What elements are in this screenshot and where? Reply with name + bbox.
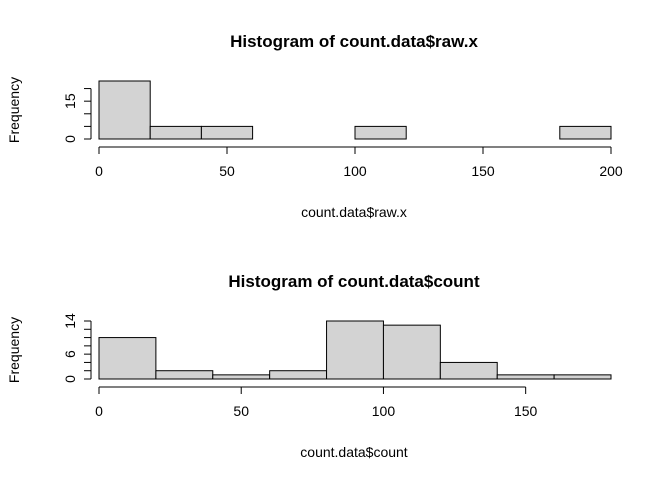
bar-0-20: [98, 80, 151, 140]
x-tick-label: 100: [372, 403, 396, 419]
count-histogram: Histogram of count.data$count count.data…: [6, 272, 612, 460]
x-tick-label: 150: [514, 403, 538, 419]
y-tick-label: 6: [62, 350, 78, 358]
x-axis-label: count.data$count: [300, 444, 408, 460]
bars: [98, 320, 612, 380]
y-tick-label: 0: [62, 375, 78, 383]
x-tick-label: 0: [95, 403, 103, 419]
bar-60-80: [269, 370, 328, 380]
chart-title: Histogram of count.data$raw.x: [230, 32, 478, 51]
x-tick-label: 0: [95, 163, 103, 179]
bar-0-20: [98, 337, 157, 380]
x-tick-label: 200: [599, 163, 623, 179]
bar-100-120: [354, 125, 407, 140]
x-axis: 0 50 100 150 200: [95, 146, 623, 179]
y-tick-label: 0: [62, 135, 78, 143]
y-tick-label: 15: [62, 93, 78, 109]
bar-100-120: [382, 324, 441, 380]
x-axis-label: count.data$raw.x: [301, 204, 407, 220]
chart-title: Histogram of count.data$count: [228, 272, 480, 291]
y-axis-label: Frequency: [6, 77, 22, 143]
y-tick-label: 14: [62, 313, 78, 329]
bar-160-180: [553, 374, 612, 380]
raw-x-histogram: Histogram of count.data$raw.x count.data…: [6, 32, 623, 220]
bar-40-60: [212, 374, 271, 380]
bars: [98, 80, 612, 140]
x-tick-label: 100: [343, 163, 367, 179]
bar-80-100: [326, 320, 384, 380]
bar-20-40: [149, 125, 202, 140]
x-tick-label: 150: [471, 163, 495, 179]
y-axis: 0 15: [62, 88, 92, 143]
bar-180-200: [559, 125, 612, 140]
x-axis: 0 50 100 150: [95, 386, 538, 419]
y-axis-label: Frequency: [6, 317, 22, 383]
y-axis: 0 6 14: [62, 313, 92, 383]
bar-140-160: [496, 374, 555, 380]
bar-40-60: [200, 125, 254, 140]
bar-120-140: [439, 361, 498, 380]
bar-20-40: [155, 370, 214, 380]
x-tick-label: 50: [219, 163, 235, 179]
x-tick-label: 50: [233, 403, 249, 419]
